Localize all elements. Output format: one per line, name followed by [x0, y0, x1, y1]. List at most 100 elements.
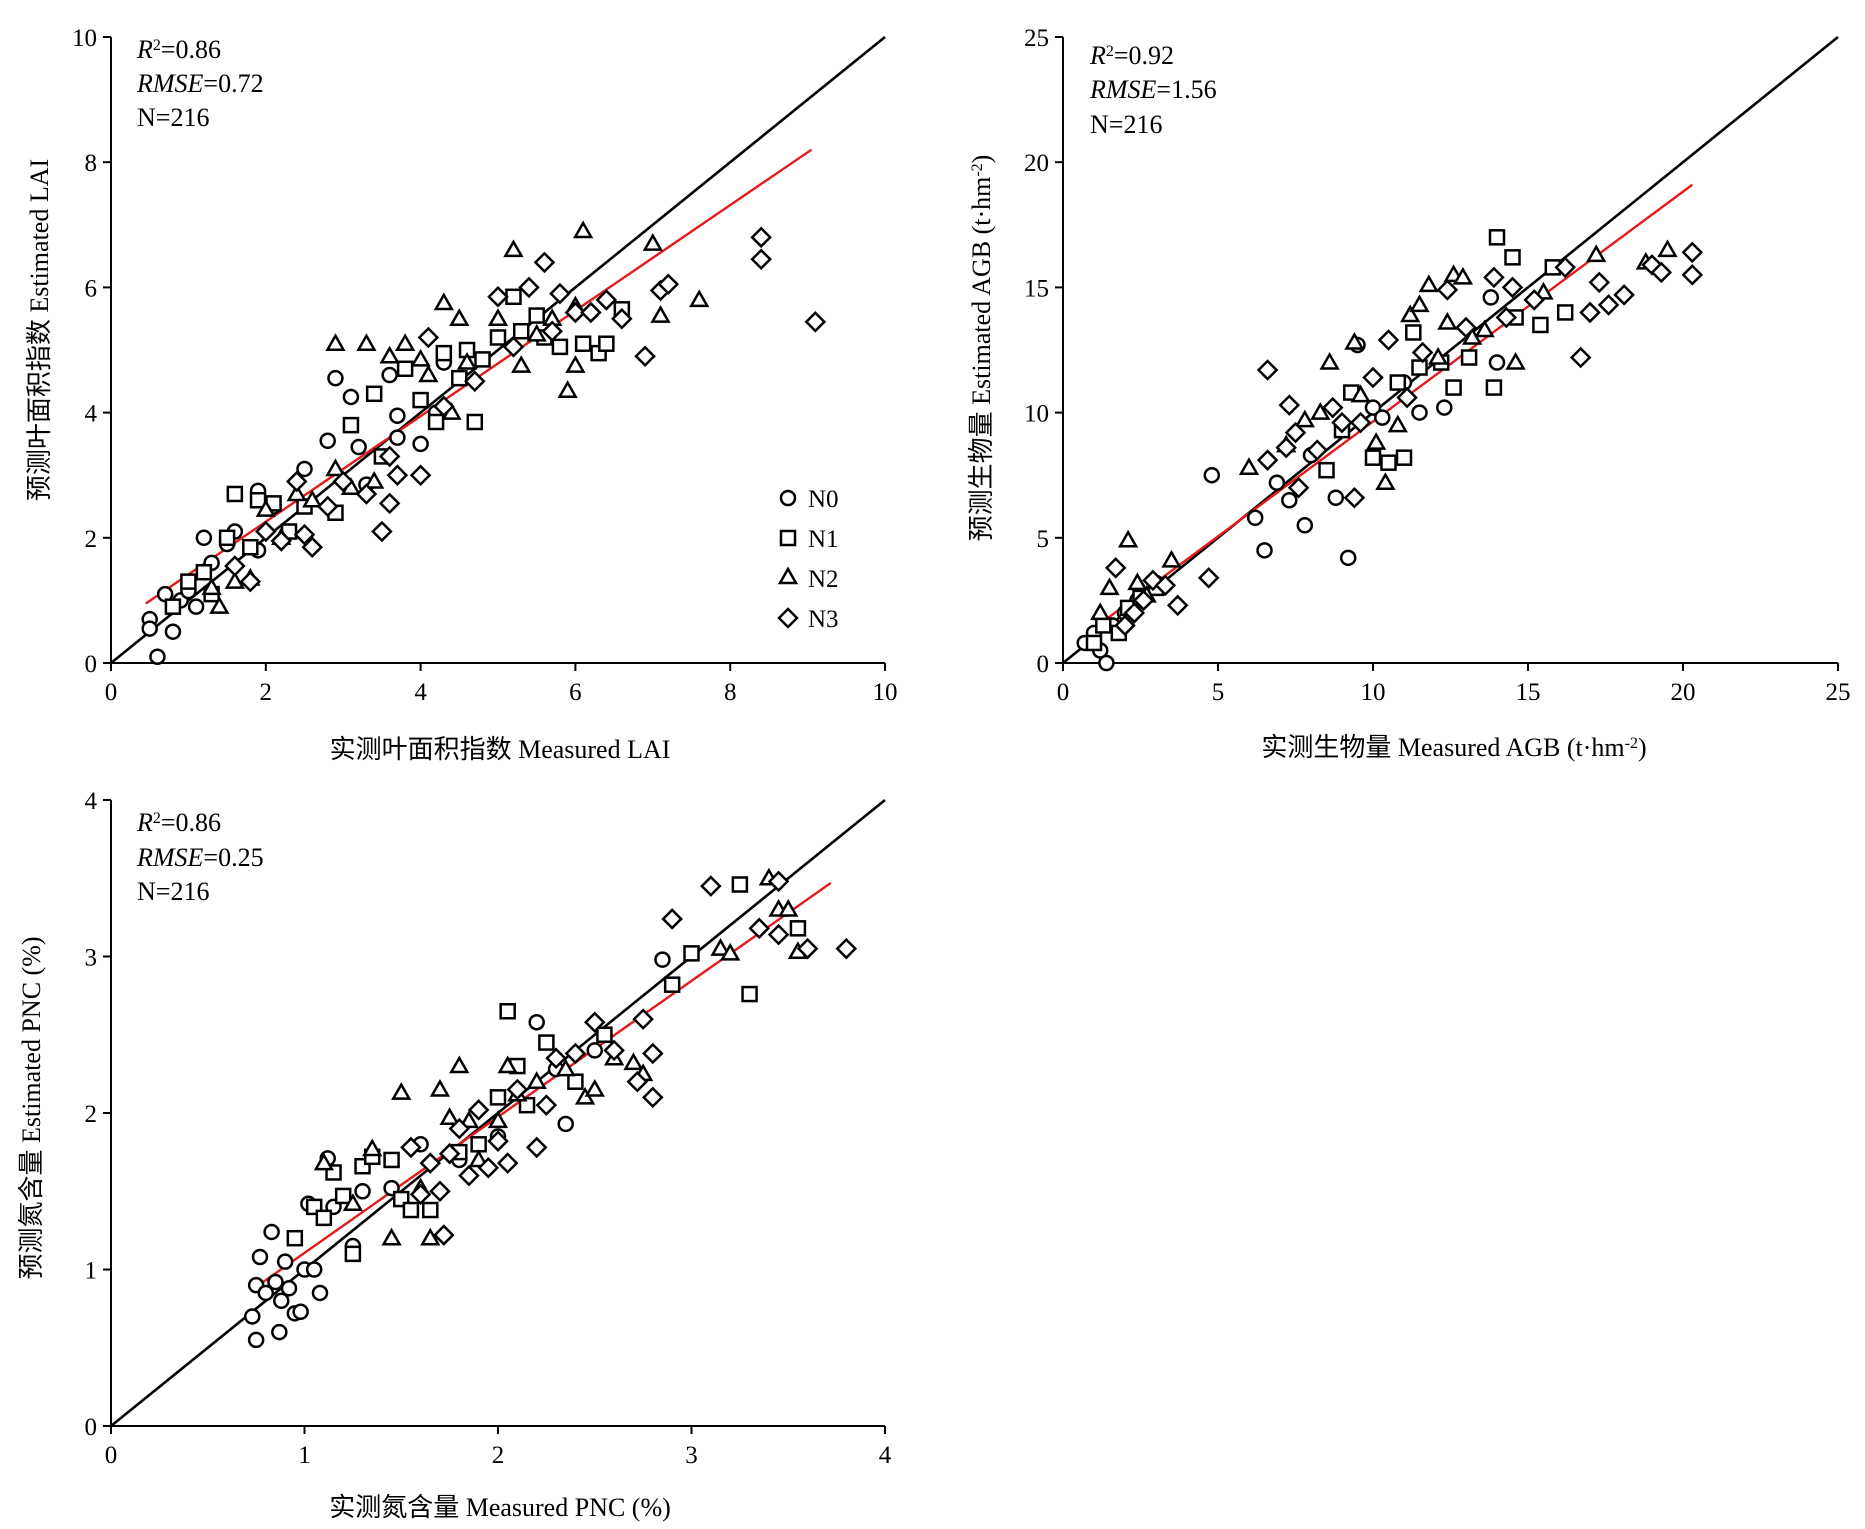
data-point-diamond — [1114, 614, 1136, 637]
data-point-diamond — [1411, 341, 1434, 364]
data-point-square — [1532, 316, 1549, 334]
data-point-diamond — [409, 464, 432, 486]
data-point-diamond — [767, 870, 790, 893]
data-point-diamond — [1495, 306, 1518, 329]
data-point-diamond — [804, 311, 827, 333]
data-point-square — [1389, 374, 1407, 391]
data-point-triangle — [449, 308, 470, 326]
legend-label: N0 — [808, 486, 839, 513]
data-point-diamond — [477, 1157, 500, 1179]
data-point-diamond — [1681, 264, 1704, 286]
data-point-circle — [557, 1115, 574, 1133]
data-point-diamond — [1287, 476, 1310, 499]
data-point-square — [427, 413, 445, 431]
data-point-diamond — [1166, 594, 1189, 617]
data-point-square — [489, 329, 507, 346]
data-point-triangle — [1310, 402, 1331, 420]
data-point-square — [466, 413, 484, 431]
data-point-circle — [1203, 466, 1221, 484]
data-point-triangle — [1409, 294, 1430, 313]
data-point-triangle — [1657, 239, 1678, 258]
data-point-diamond — [433, 395, 455, 418]
data-point-diamond — [632, 1008, 654, 1030]
y-tick-label: 10 — [1024, 401, 1049, 428]
x-tick-label: 0 — [105, 1442, 118, 1469]
data-point-square — [499, 1003, 516, 1020]
data-point-circle — [263, 1223, 280, 1241]
data-point-square — [528, 307, 545, 324]
data-point-circle — [586, 1042, 603, 1059]
data-point-triangle — [394, 333, 416, 351]
data-point-triangle — [487, 1110, 509, 1129]
n-annotation: N=216 — [1090, 110, 1162, 139]
legend-item-n1: N1 — [779, 526, 839, 553]
x-tick-label: 20 — [1671, 679, 1696, 706]
data-point-diamond — [1483, 266, 1505, 289]
data-point-circle — [528, 1013, 545, 1031]
data-point-square — [1488, 229, 1506, 246]
data-point-diamond — [564, 1042, 587, 1065]
data-point-triangle — [1365, 432, 1387, 450]
data-point-diamond — [429, 1180, 451, 1203]
data-point-circle — [195, 529, 213, 547]
data-point-square — [1405, 324, 1422, 341]
data-point-square — [1556, 304, 1574, 321]
legend-marker-square — [779, 529, 797, 547]
data-point-triangle — [642, 233, 663, 251]
data-point-square — [683, 945, 700, 962]
data-point-square — [180, 573, 197, 590]
panel-pnc: R2=0.86 RMSE=0.25 N=216 实测氮含量 Measured P… — [17, 788, 892, 1522]
data-point-diamond — [458, 1164, 480, 1187]
data-point-triangle — [511, 355, 532, 373]
data-point-diamond — [1436, 279, 1459, 301]
data-point-square — [1318, 461, 1335, 479]
data-point-circle — [149, 648, 166, 665]
data-point-triangle — [1117, 529, 1139, 548]
n-annotation: N=216 — [137, 103, 209, 132]
series-n3 — [1104, 241, 1704, 637]
y-tick-label: 8 — [85, 150, 98, 177]
data-point-square — [551, 338, 569, 356]
r2-annotation: R2=0.86 — [136, 35, 221, 64]
data-point-diamond — [1331, 411, 1353, 434]
data-point-triangle — [1344, 331, 1365, 350]
x-tick-label: 10 — [1361, 679, 1386, 706]
data-point-triangle — [302, 489, 323, 508]
data-point-diamond — [1650, 261, 1673, 284]
data-point-circle — [1436, 399, 1453, 416]
data-point-square — [596, 1026, 613, 1043]
data-point-circle — [412, 435, 429, 453]
data-point-circle — [1374, 409, 1391, 426]
data-point-triangle — [379, 345, 400, 364]
data-point-diamond — [748, 917, 770, 940]
data-point-triangle — [584, 1079, 605, 1097]
data-point-triangle — [1127, 572, 1148, 591]
data-point-diamond — [1681, 241, 1704, 264]
data-point-triangle — [1387, 414, 1408, 433]
data-point-diamond — [518, 276, 540, 299]
data-point-square — [474, 351, 491, 368]
data-point-circle — [354, 1183, 371, 1200]
x-tick-label: 6 — [569, 679, 582, 706]
y-tick-label: 10 — [72, 25, 97, 52]
data-point-triangle — [1294, 409, 1315, 428]
data-point-triangle — [1427, 346, 1449, 365]
data-point-square — [789, 920, 807, 937]
y-tick-label: 0 — [85, 1414, 98, 1441]
y-tick-label: 25 — [1024, 25, 1049, 52]
data-point-diamond — [1349, 411, 1372, 434]
legend-marker-diamond — [777, 607, 799, 629]
data-point-square — [451, 369, 468, 387]
data-point-triangle — [255, 499, 276, 517]
data-point-square — [342, 416, 360, 434]
series-n2 — [201, 220, 710, 614]
x-axis-title: 实测氮含量 Measured PNC (%) — [329, 1493, 671, 1522]
data-point-square — [567, 1073, 584, 1090]
data-point-triangle — [418, 364, 439, 383]
data-point-square — [1504, 249, 1521, 266]
legend-item-n3: N3 — [777, 606, 839, 633]
y-tick-label: 4 — [85, 401, 98, 428]
data-point-diamond — [378, 445, 401, 468]
data-point-diamond — [417, 326, 440, 349]
